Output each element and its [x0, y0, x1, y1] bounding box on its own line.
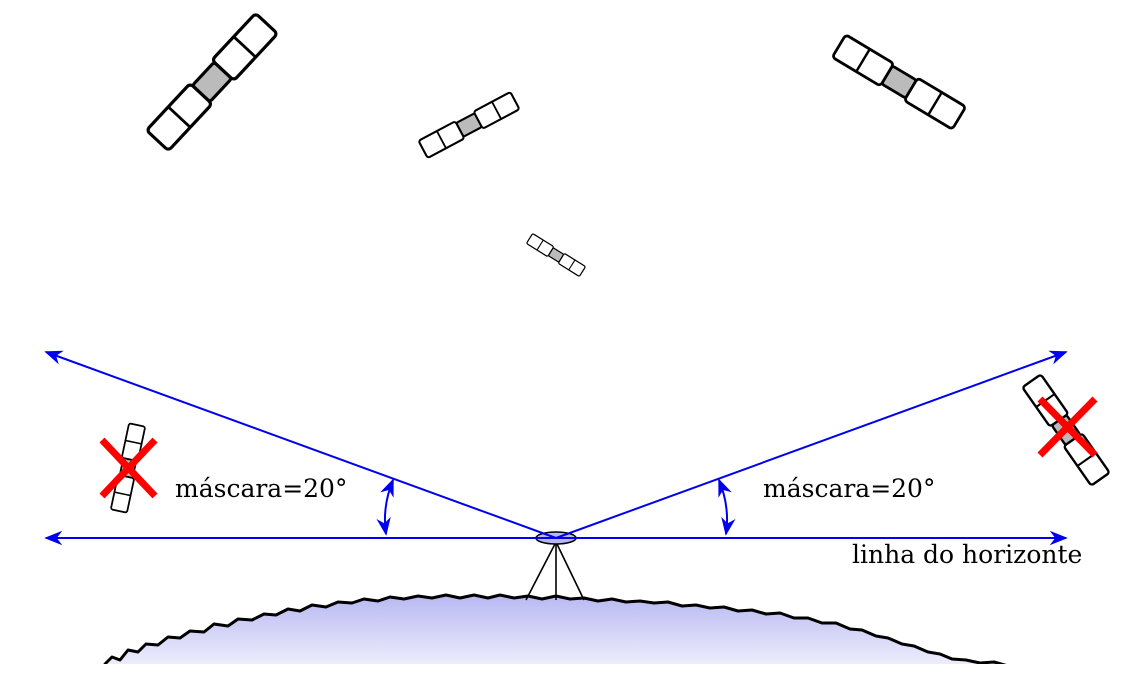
satellite-icon [526, 234, 585, 277]
gps-antenna-tripod-icon [526, 532, 584, 600]
mask-ray-right [556, 352, 1066, 538]
satellite-icon [419, 92, 520, 158]
satellite-icon [832, 35, 966, 130]
mask-angle-label-left: máscara=20° [175, 476, 347, 501]
mask-angle-arc-left [385, 480, 393, 534]
satellite-icon [146, 13, 277, 150]
mask-angle-label-right: máscara=20° [763, 476, 935, 501]
horizon-label: linha do horizonte [852, 542, 1082, 567]
mask-angle-arc-right [719, 480, 727, 534]
